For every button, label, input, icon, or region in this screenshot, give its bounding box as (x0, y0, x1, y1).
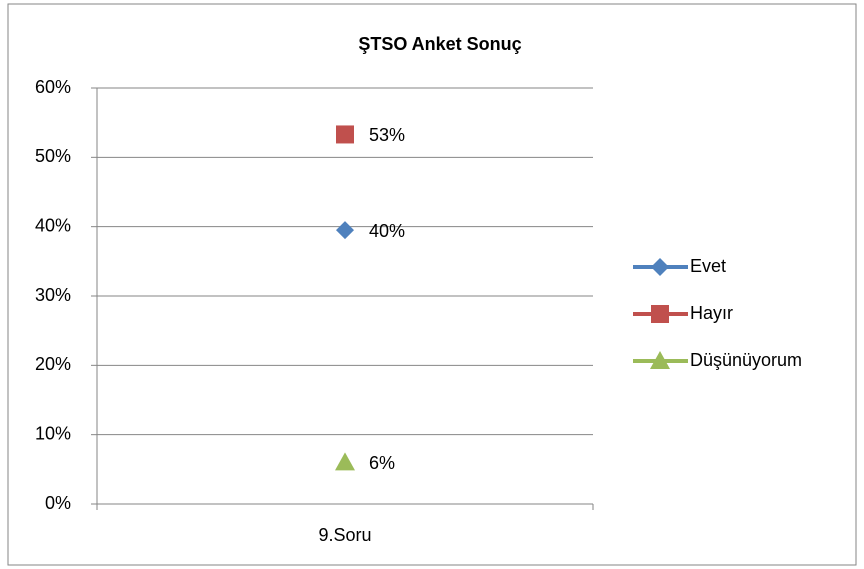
data-label: 53% (369, 125, 405, 145)
chart-title: ŞTSO Anket Sonuç (358, 34, 521, 54)
chart-frame (7, 3, 857, 566)
legend-marker (651, 258, 669, 276)
data-point (336, 125, 354, 144)
y-tick-label: 40% (35, 215, 71, 235)
y-tick-label: 10% (35, 423, 71, 443)
legend-label: Evet (690, 256, 726, 276)
y-tick-label: 0% (45, 493, 71, 513)
legend-marker (651, 305, 669, 323)
data-label: 40% (369, 221, 405, 241)
x-tick-label: 9.Soru (318, 525, 371, 545)
legend-marker (650, 351, 670, 369)
data-point (335, 452, 355, 471)
data-point (336, 221, 354, 240)
data-label: 6% (369, 453, 395, 473)
y-tick-label: 20% (35, 354, 71, 374)
y-tick-label: 50% (35, 146, 71, 166)
legend-label: Düşünüyorum (690, 350, 802, 370)
y-tick-label: 30% (35, 285, 71, 305)
legend-label: Hayır (690, 303, 733, 323)
y-tick-label: 60% (35, 77, 71, 97)
